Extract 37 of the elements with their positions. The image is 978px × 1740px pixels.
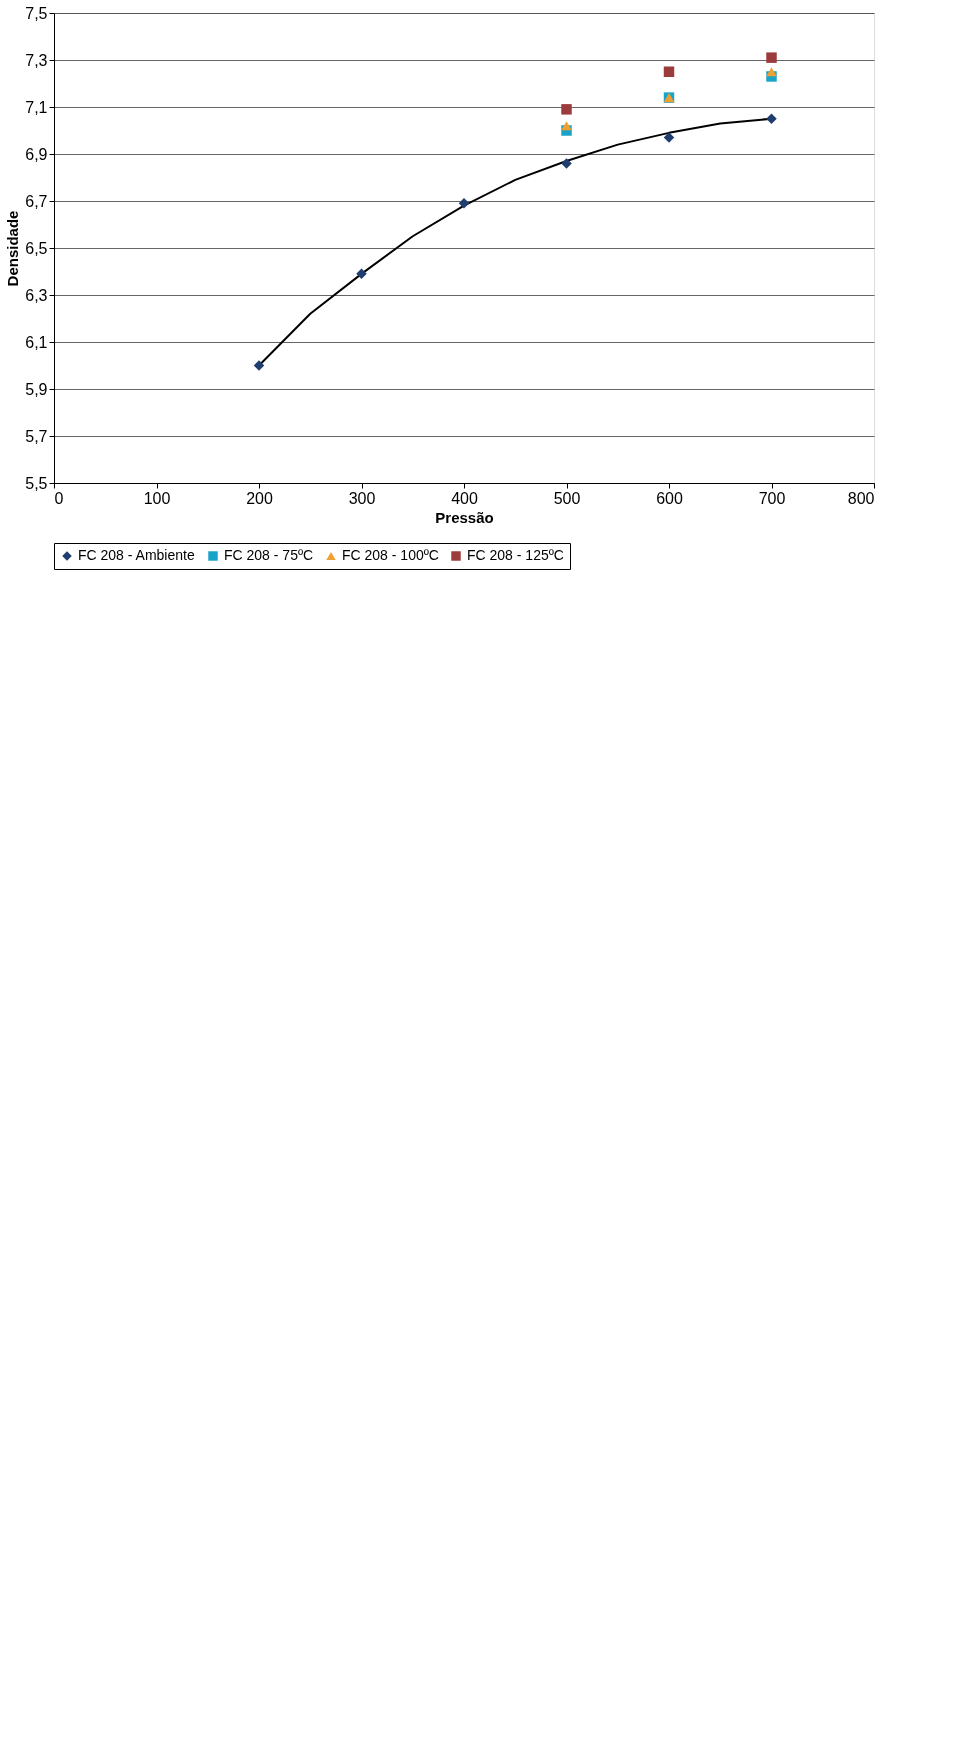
legend-label: FC 208 - 125ºC: [467, 547, 564, 563]
y-tick-label: 6,3: [25, 286, 48, 304]
y-tick-label: 7,3: [25, 51, 48, 69]
point: [253, 360, 265, 371]
point: [766, 67, 777, 77]
point: [561, 104, 572, 115]
x-tick-label: 700: [758, 489, 786, 507]
point: [356, 268, 367, 280]
x-axis-title: Pressão: [435, 508, 494, 526]
y-tick-label: 5,9: [25, 380, 48, 398]
point: [766, 113, 777, 124]
y-tick-label: 5,7: [25, 427, 48, 445]
legend-label: FC 208 - 100ºC: [342, 547, 439, 563]
y-tick-label: 5,5: [25, 474, 48, 492]
y-axis-title: Densidade: [4, 210, 22, 287]
x-tick-label: 800: [847, 489, 875, 507]
x-tick-label: 0: [54, 489, 64, 507]
y-tick-label: 6,1: [25, 333, 48, 351]
x-tick-label: 100: [143, 489, 171, 507]
y-tick-label: 7,5: [25, 4, 48, 22]
point: [663, 66, 675, 77]
x-tick-label: 200: [246, 489, 273, 507]
y-tick-label: 6,9: [25, 145, 48, 163]
point: [458, 198, 470, 209]
x-tick-label: 500: [553, 489, 581, 507]
x-tick-label: 300: [348, 489, 376, 507]
legend-label: FC 208 - 75ºC: [224, 547, 314, 563]
point: [766, 52, 777, 63]
point: [561, 158, 572, 169]
y-tick-label: 6,5: [25, 239, 48, 257]
x-tick-label: 400: [451, 489, 478, 507]
point: [663, 132, 675, 143]
y-tick-label: 7,1: [25, 98, 48, 116]
x-tick-label: 600: [656, 489, 683, 507]
point: [561, 121, 572, 131]
y-tick-label: 6,7: [25, 192, 48, 210]
legend-label: FC 208 - Ambiente: [78, 547, 195, 563]
